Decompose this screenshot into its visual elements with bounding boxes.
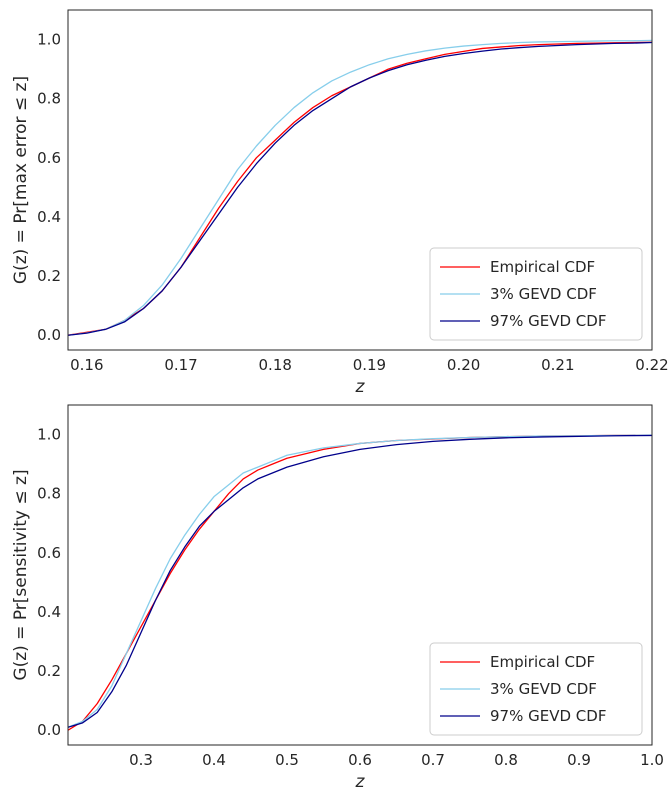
x-tick-label: 0.18	[259, 356, 292, 374]
x-tick-label: 0.16	[70, 356, 103, 374]
series-line-3pct-gevd-cdf	[68, 434, 652, 728]
y-tick-label: 0.0	[37, 721, 61, 739]
legend-label: Empirical CDF	[490, 258, 595, 276]
x-tick-label: 0.6	[348, 751, 372, 769]
y-tick-label: 1.0	[37, 31, 61, 49]
x-tick-label: 0.22	[635, 356, 668, 374]
y-tick-label: 0.2	[37, 662, 61, 680]
x-tick-label: 0.17	[164, 356, 197, 374]
series-line-3pct-gevd-cdf	[68, 39, 652, 336]
y-tick-label: 0.2	[37, 267, 61, 285]
chart-1: 0.16 0.17 0.18 0.19 0.20 0.21 0.22 0.0 0.2 0.4 0.6…	[11, 9, 669, 397]
y-axis-label: G(z) = Pr[sensitivity ≤ z]	[11, 469, 31, 680]
x-axis-label: z	[355, 377, 366, 397]
x-tick-label: 0.3	[129, 751, 153, 769]
y-tick-label: 0.6	[37, 149, 61, 167]
y-tick-label: 1.0	[37, 426, 61, 444]
chart-2: 0.3 0.4 0.5 0.6 0.7 0.8 0.9 1.0 0.0 0.2 0.4 0.6 0.8 1…	[11, 404, 664, 789]
y-tick-label: 0.4	[37, 603, 61, 621]
legend-label: Empirical CDF	[490, 653, 595, 671]
legend-label: 97% GEVD CDF	[490, 312, 606, 330]
x-tick-label: 0.8	[494, 751, 518, 769]
x-tick-label: 0.20	[447, 356, 480, 374]
y-tick-label: 0.4	[37, 208, 61, 226]
legend-label: 3% GEVD CDF	[490, 285, 597, 303]
y-tick-label: 0.6	[37, 544, 61, 562]
y-axis-label: G(z) = Pr[max error ≤ z]	[11, 76, 31, 284]
legend: Empirical CDF 3% GEVD CDF 97% GEVD CDF	[429, 642, 643, 736]
x-tick-label: 0.5	[275, 751, 299, 769]
series-group	[68, 39, 652, 336]
x-tick-label: 0.9	[567, 751, 591, 769]
plot-frame	[67, 404, 653, 746]
legend-box	[429, 247, 643, 341]
series-group	[68, 434, 652, 731]
x-tick-label: 0.7	[421, 751, 445, 769]
legend-label: 97% GEVD CDF	[490, 707, 606, 725]
y-tick-label: 0.8	[37, 90, 61, 108]
x-tick-label: 1.0	[640, 751, 664, 769]
plot-frame	[67, 9, 653, 351]
x-tick-label: 0.19	[353, 356, 386, 374]
series-line-97pct-gevd-cdf	[68, 434, 652, 728]
legend: Empirical CDF 3% GEVD CDF 97% GEVD CDF	[429, 247, 643, 341]
legend-label: 3% GEVD CDF	[490, 680, 597, 698]
x-tick-label: 0.21	[541, 356, 574, 374]
legend-box	[429, 642, 643, 736]
y-tick-label: 0.0	[37, 326, 61, 344]
x-axis-label: z	[355, 772, 366, 789]
y-tick-label: 0.8	[37, 485, 61, 503]
series-line-97pct-gevd-cdf	[68, 41, 652, 336]
x-tick-label: 0.4	[202, 751, 226, 769]
